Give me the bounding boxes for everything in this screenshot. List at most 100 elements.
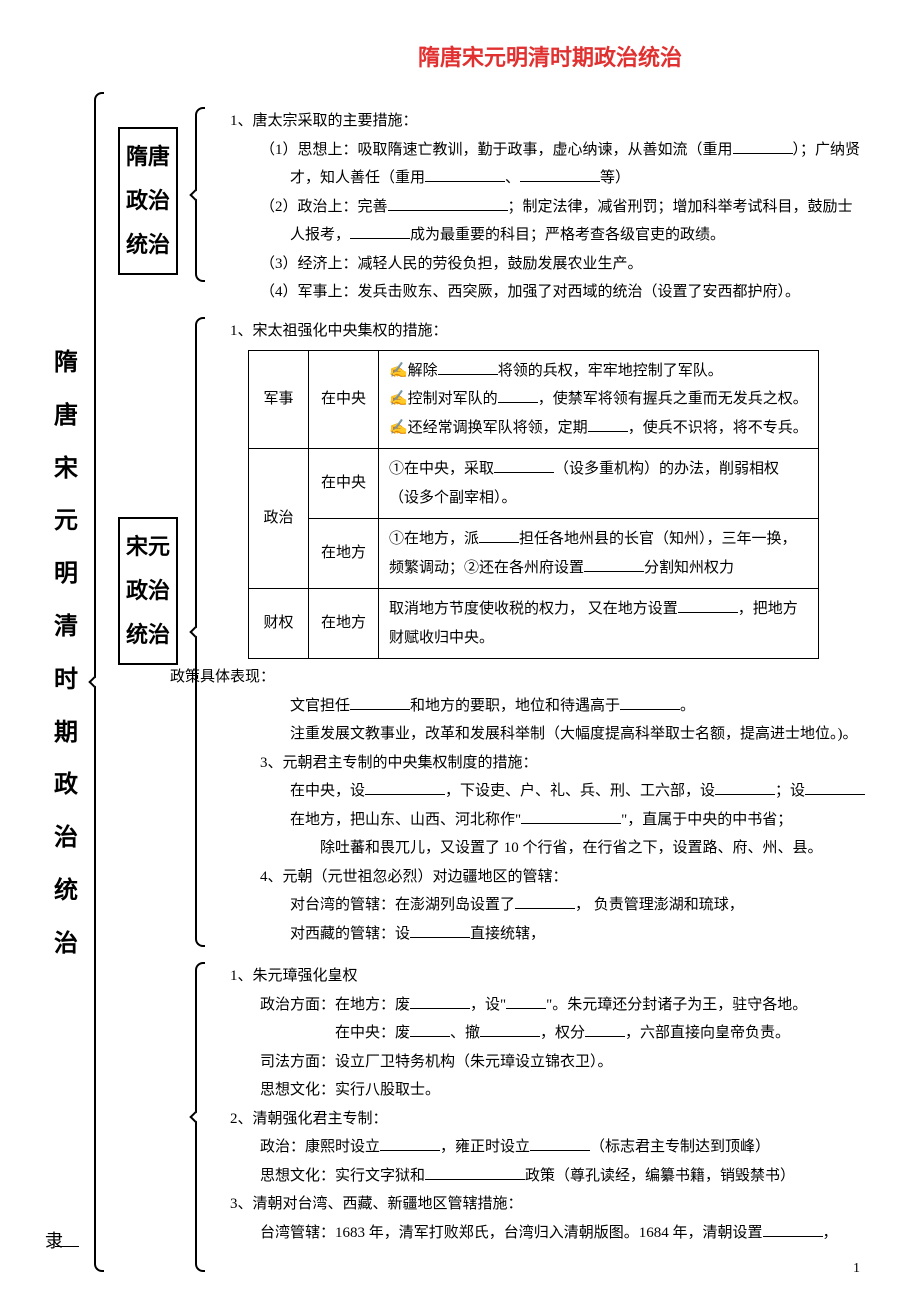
cell-location: 在中央 bbox=[309, 449, 379, 519]
blank[interactable] bbox=[805, 780, 865, 795]
text: 对西藏的管辖：设 bbox=[290, 926, 410, 942]
text: 取消地方节度使收税的权力， 又在地方设置 bbox=[389, 601, 678, 617]
label-line: 统治 bbox=[122, 223, 174, 267]
cell-location: 在地方 bbox=[309, 589, 379, 659]
sec2-h3: 3、元朝君主专制的中央集权制度的措施： bbox=[230, 749, 920, 778]
blank[interactable] bbox=[350, 695, 410, 710]
sec1-p2-line1: （2）政治上：完善；制定法律，减省刑罚；增加科举考试科目，鼓励士 bbox=[230, 193, 920, 222]
text: ✍控制对军队的 bbox=[389, 391, 498, 407]
sec3-h1-4: 思想文化：实行八股取士。 bbox=[230, 1076, 920, 1105]
sec1-p1-line2: 才，知人善任（重用、等） bbox=[230, 164, 920, 193]
text: 在中央：废 bbox=[335, 1025, 410, 1041]
text: ；制定法律，减省刑罚；增加科举考试科目，鼓励士 bbox=[508, 199, 853, 215]
text: 文官担任 bbox=[290, 698, 350, 714]
cell-body: ①在中央，采取（设多重机构）的办法，削弱相权（设多个副宰相）。 bbox=[379, 449, 819, 519]
left-col-char: 明 bbox=[50, 548, 82, 601]
blank[interactable] bbox=[380, 1136, 440, 1151]
sec2-h4: 4、元朝（元世祖忽必烈）对边疆地区的管辖： bbox=[230, 863, 920, 892]
sec3-h1-3: 司法方面：设立厂卫特务机构（朱元璋设立锦衣卫）。 bbox=[230, 1048, 920, 1077]
blank[interactable] bbox=[515, 894, 575, 909]
text: 和地方的要职，地位和待遇高于 bbox=[410, 698, 620, 714]
text: ；设 bbox=[775, 783, 805, 799]
sec2-heading: 1、宋太祖强化中央集权的措施： bbox=[230, 317, 920, 346]
blank[interactable] bbox=[498, 388, 538, 403]
left-col-char: 治 bbox=[50, 918, 82, 971]
sec2-h4-1: 对台湾的管辖：在澎湖列岛设置了， 负责管理澎湖和琉球， bbox=[230, 891, 920, 920]
blank[interactable] bbox=[438, 360, 498, 375]
text: 直接统辖， bbox=[470, 926, 545, 942]
text: 。 bbox=[680, 698, 695, 714]
text: 政治方面：在地方：废 bbox=[260, 997, 410, 1013]
blank[interactable] bbox=[494, 458, 554, 473]
blank[interactable] bbox=[365, 780, 445, 795]
blank[interactable] bbox=[521, 809, 621, 824]
text: ，使兵不识将，将不专兵。 bbox=[628, 420, 808, 436]
left-col-char: 清 bbox=[50, 601, 82, 654]
blank[interactable] bbox=[530, 1136, 590, 1151]
blank[interactable] bbox=[763, 1222, 823, 1237]
blank[interactable] bbox=[715, 780, 775, 795]
sec1-p3: （3）经济上：减轻人民的劳役负担，鼓励发展农业生产。 bbox=[230, 250, 920, 279]
text: ， 负责管理澎湖和琉球， bbox=[575, 897, 744, 913]
left-col-char: 元 bbox=[50, 495, 82, 548]
blank[interactable] bbox=[479, 528, 519, 543]
blank[interactable] bbox=[588, 417, 628, 432]
sec3-h2-2: 思想文化：实行文字狱和政策（尊孔读经，编纂书籍，销毁禁书） bbox=[230, 1162, 920, 1191]
footer-rule bbox=[55, 1246, 79, 1247]
blank[interactable] bbox=[584, 557, 644, 572]
left-col-char: 治 bbox=[50, 812, 82, 865]
text: （标志君主专制达到顶峰） bbox=[590, 1139, 770, 1155]
brace-section1 bbox=[195, 107, 205, 282]
text: ，使禁军将领有握兵之重而无发兵之权。 bbox=[538, 391, 808, 407]
label-line: 政治 bbox=[122, 569, 174, 613]
text: 台湾管辖：1683 年，清军打败郑氏，台湾归入清朝版图。1684 年，清朝设置 bbox=[260, 1225, 763, 1241]
brace-main bbox=[94, 92, 104, 1272]
left-col-char: 统 bbox=[50, 865, 82, 918]
left-col-char: 隋 bbox=[50, 337, 82, 390]
section2-label: 宋元政治统治 bbox=[118, 517, 178, 665]
text: ✍还经常调换军队将领，定期 bbox=[389, 420, 588, 436]
sec2-at2: 注重发展文教事业，改革和发展科举制（大幅度提高科举取士名额，提高进士地位。)。 bbox=[230, 720, 920, 749]
left-col-char: 期 bbox=[50, 707, 82, 760]
blank[interactable] bbox=[425, 1165, 525, 1180]
text: 思想文化：实行文字狱和 bbox=[260, 1168, 425, 1184]
text: 人报考， bbox=[290, 227, 350, 243]
cell-category: 政治 bbox=[249, 449, 309, 589]
text: 成为最重要的科目；严格考查各级官吏的政绩。 bbox=[410, 227, 725, 243]
blank[interactable] bbox=[410, 923, 470, 938]
after-table-label: 政策具体表现： bbox=[170, 663, 920, 692]
page-number: 1 bbox=[853, 1261, 860, 1277]
sec3-h3-1: 台湾管辖：1683 年，清军打败郑氏，台湾归入清朝版图。1684 年，清朝设置， bbox=[230, 1219, 920, 1248]
blank[interactable] bbox=[480, 1022, 540, 1037]
blank[interactable] bbox=[388, 196, 508, 211]
label-line: 统治 bbox=[122, 613, 174, 657]
blank[interactable] bbox=[410, 994, 470, 1009]
text: ①在地方，派 bbox=[389, 531, 479, 547]
blank[interactable] bbox=[350, 224, 410, 239]
blank[interactable] bbox=[733, 139, 793, 154]
left-col-char: 唐 bbox=[50, 390, 82, 443]
sec2-h3-1: 在中央，设，下设吏、户、礼、兵、刑、工六部，设；设 bbox=[230, 777, 920, 806]
text: ，设" bbox=[470, 997, 506, 1013]
blank[interactable] bbox=[410, 1022, 450, 1037]
blank[interactable] bbox=[585, 1022, 625, 1037]
section1-label: 隋唐政治统治 bbox=[118, 127, 178, 275]
text: 政治：康熙时设立 bbox=[260, 1139, 380, 1155]
sec2-h3-3: 除吐蕃和畏兀儿，又设置了 10 个行省，在行省之下，设置路、府、州、县。 bbox=[230, 834, 920, 863]
sec1-heading: 1、唐太宗采取的主要措施： bbox=[230, 107, 920, 136]
blank[interactable] bbox=[678, 598, 738, 613]
table-row: 政治 在中央 ①在中央，采取（设多重机构）的办法，削弱相权（设多个副宰相）。 bbox=[249, 449, 819, 519]
text: 在地方，把山东、山西、河北称作" bbox=[290, 812, 521, 828]
left-col-char: 宋 bbox=[50, 443, 82, 496]
text: "，直属于中央的中书省； bbox=[621, 812, 792, 828]
cell-body: 取消地方节度使收税的权力， 又在地方设置，把地方财赋收归中央。 bbox=[379, 589, 819, 659]
text: "。朱元璋还分封诸子为王，驻守各地。 bbox=[546, 997, 807, 1013]
text: （1）思想上：吸取隋速亡教训，勤于政事，虚心纳谏，从善如流（重用 bbox=[260, 142, 733, 158]
blank[interactable] bbox=[520, 167, 600, 182]
sec3-h1-1: 政治方面：在地方：废 ，设" "。朱元璋还分封诸子为王，驻守各地。 bbox=[230, 991, 920, 1020]
blank[interactable] bbox=[425, 167, 505, 182]
sec1-p2-line2: 人报考， 成为最重要的科目；严格考查各级官吏的政绩。 bbox=[230, 221, 920, 250]
blank[interactable] bbox=[506, 994, 546, 1009]
sec1-p1-line1: （1）思想上：吸取隋速亡教训，勤于政事，虚心纳谏，从善如流（重用）；广纳贤 bbox=[230, 136, 920, 165]
blank[interactable] bbox=[620, 695, 680, 710]
